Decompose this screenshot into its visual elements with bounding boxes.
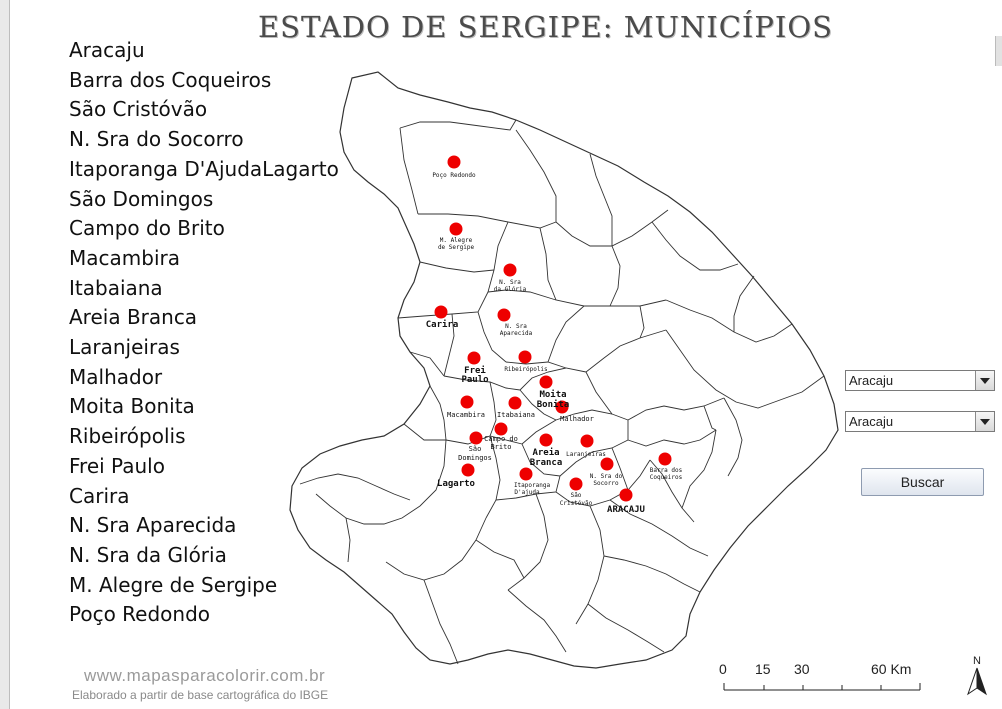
marker-m-alegre[interactable] — [449, 222, 463, 236]
list-item[interactable]: São Domingos — [69, 186, 214, 211]
right-window-edge — [995, 36, 1002, 66]
list-item[interactable]: Areia Branca — [69, 305, 198, 330]
label-moita-bonita: Bonita — [537, 399, 570, 410]
list-item[interactable]: Barra dos Coqueiros — [69, 67, 272, 92]
label-sao-domingos: Domingos — [458, 454, 492, 462]
list-item[interactable]: Carira — [69, 483, 130, 508]
label-barra-coqueiros: Barra dos — [650, 467, 683, 474]
scale-bar — [723, 683, 921, 691]
label-itaporanga: D'ajuda — [514, 489, 540, 496]
list-item[interactable]: Itabaiana — [69, 275, 163, 300]
label-itabaiana: Itabaiana — [497, 411, 535, 419]
scale-tick-30: 30 — [794, 661, 810, 677]
list-item[interactable]: Moita Bonita — [69, 394, 195, 419]
search-button[interactable]: Buscar — [861, 468, 984, 496]
label-macambira: Macambira — [447, 411, 485, 419]
marker-itabaiana[interactable] — [508, 396, 522, 410]
label-frei-paulo: Paulo — [461, 375, 488, 385]
map-title: ESTADO DE SERGIPE: MUNICÍPIOS — [258, 10, 834, 44]
label-malhador: Malhador — [560, 415, 594, 423]
label-nsra-socorro: N. Sra do — [590, 473, 623, 480]
site-credit: www.mapasparacolorir.com.br — [84, 666, 326, 685]
label-poco-redondo: Poço Redondo — [432, 172, 476, 179]
marker-nsra-gloria[interactable] — [503, 263, 517, 277]
label-areia-branca: Branca — [530, 458, 563, 468]
list-item[interactable]: Campo do Brito — [69, 216, 225, 241]
marker-carira[interactable] — [434, 305, 448, 319]
list-item[interactable]: Poço Redondo — [69, 602, 211, 627]
marker-lagarto[interactable] — [461, 463, 475, 477]
municipality-borders — [299, 119, 825, 665]
label-ribeiropolis: Ribeirópolis — [504, 366, 548, 373]
city-labels: Poço Redondo M. Alegre de Sergipe N. Sra… — [426, 172, 683, 515]
label-sao-cristovao: São — [571, 492, 582, 499]
label-campo-do-brito: Brito — [490, 443, 511, 451]
list-item[interactable]: Ribeirópolis — [69, 424, 186, 449]
marker-barra-coqueiros[interactable] — [658, 452, 672, 466]
label-aracaju: ARACAJU — [607, 505, 645, 515]
label-nsra-gloria: da Glória — [494, 286, 527, 293]
label-nsra-socorro: Socorro — [593, 480, 619, 487]
list-item[interactable]: Frei Paulo — [69, 453, 165, 478]
label-laranjeiras: Laranjeiras — [566, 451, 606, 458]
marker-itaporanga[interactable] — [519, 467, 533, 481]
label-nsra-aparecida: Aparecida — [500, 330, 533, 337]
select-2-value: Aracaju — [849, 414, 894, 429]
label-barra-coqueiros: Coqueiros — [650, 474, 683, 481]
label-campo-do-brito: Campo do — [484, 435, 518, 443]
list-item[interactable]: São Cristóvão — [69, 97, 208, 122]
label-nsra-gloria: N. Sra — [499, 279, 521, 286]
marker-poco-redondo[interactable] — [447, 155, 461, 169]
marker-aracaju[interactable] — [619, 488, 633, 502]
marker-macambira[interactable] — [460, 395, 474, 409]
list-item[interactable]: N. Sra do Socorro — [69, 127, 244, 152]
select-1-value: Aracaju — [849, 373, 894, 388]
municipality-select-1[interactable]: Aracaju — [845, 370, 995, 391]
marker-areia-branca[interactable] — [539, 433, 553, 447]
north-label: N — [973, 655, 981, 667]
chevron-down-icon[interactable] — [975, 371, 994, 390]
scale-tick-60: 60 Km — [871, 661, 912, 677]
list-item[interactable]: Aracaju — [69, 38, 145, 62]
marker-sao-cristovao[interactable] — [569, 477, 583, 491]
list-item[interactable]: N. Sra Aparecida — [69, 513, 237, 538]
source-credit: Elaborado a partir de base cartográfica … — [72, 688, 329, 702]
list-item[interactable]: N. Sra da Glória — [69, 542, 227, 567]
label-nsra-aparecida: N. Sra — [505, 323, 527, 330]
list-item[interactable]: Macambira — [69, 245, 180, 270]
label-m-alegre: de Sergipe — [438, 244, 475, 251]
label-sao-cristovao: Cristóvão — [560, 500, 593, 507]
marker-laranjeiras[interactable] — [580, 434, 594, 448]
north-arrow-icon: N — [967, 655, 987, 696]
marker-ribeiropolis[interactable] — [518, 350, 532, 364]
scale-tick-15: 15 — [755, 661, 771, 677]
label-carira: Carira — [426, 319, 459, 330]
marker-nsra-aparecida[interactable] — [497, 308, 511, 322]
list-item[interactable]: Itaporanga D'AjudaLagarto — [69, 156, 339, 181]
marker-moita-bonita[interactable] — [539, 375, 553, 389]
marker-frei-paulo[interactable] — [467, 351, 481, 365]
marker-campo-do-brito[interactable] — [494, 422, 508, 436]
list-item[interactable]: Laranjeiras — [69, 335, 180, 360]
scale-tick-0: 0 — [719, 661, 727, 677]
marker-nsra-socorro[interactable] — [600, 457, 614, 471]
label-sao-domingos: São — [469, 445, 482, 453]
label-frei-paulo: Frei — [464, 365, 486, 376]
label-areia-branca: Areia — [532, 447, 559, 458]
label-m-alegre: M. Alegre — [440, 237, 473, 244]
city-markers — [434, 155, 672, 502]
list-item[interactable]: M. Alegre de Sergipe — [69, 572, 278, 597]
list-item[interactable]: Malhador — [69, 364, 163, 389]
label-lagarto: Lagarto — [437, 479, 475, 489]
label-moita-bonita: Moita — [539, 389, 566, 400]
municipality-select-2[interactable]: Aracaju — [845, 411, 995, 432]
chevron-down-icon[interactable] — [975, 412, 994, 431]
marker-sao-domingos[interactable] — [469, 431, 483, 445]
municipality-list: Aracaju Barra dos Coqueiros São Cristóvã… — [69, 36, 339, 630]
left-window-edge — [0, 0, 10, 709]
marker-malhador[interactable] — [555, 400, 569, 414]
label-itaporanga: Itaporanga — [514, 482, 551, 489]
state-outline — [289, 71, 839, 669]
